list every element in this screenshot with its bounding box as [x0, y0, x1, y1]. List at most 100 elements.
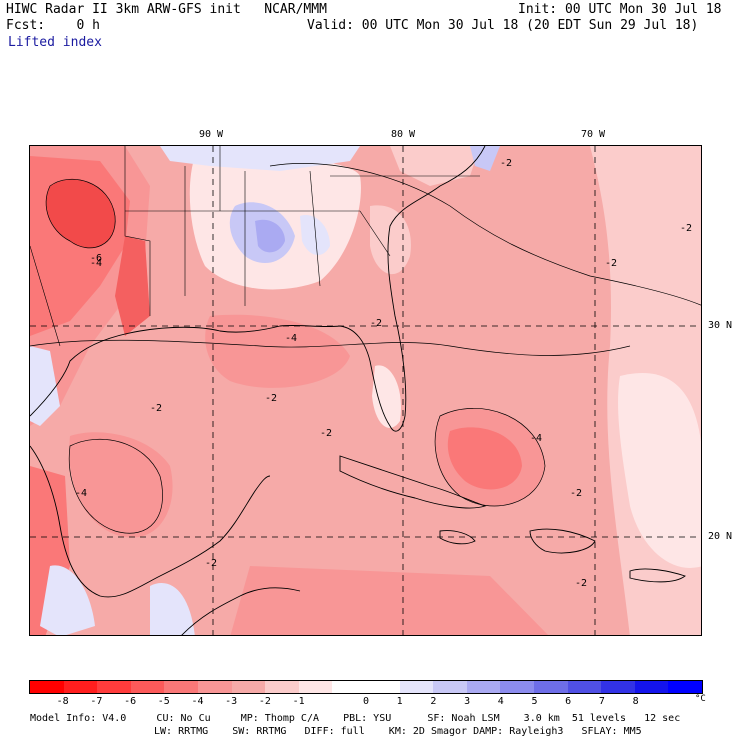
- lat-label-30n: 30 N: [708, 320, 733, 331]
- lon-label-70w: 70 W: [581, 129, 606, 140]
- field-region-tx-coast-blue: [30, 346, 60, 426]
- contour-label: -2: [265, 393, 277, 404]
- colorbar-cell: [601, 681, 635, 693]
- contour-label: -2: [320, 428, 332, 439]
- state-borders: [30, 146, 480, 347]
- map-canvas: -2 -2 -2 -2 -2 -2 -2 -2 -2 -2 -4 -4 -4 -…: [30, 146, 701, 635]
- colorbar-cell: [567, 681, 602, 693]
- field-region-florida: [372, 365, 401, 428]
- model-info-line1: Model Info: V4.0 CU: No Cu MP: Thomp C/A…: [30, 713, 681, 724]
- field-region-bahamas-strong: [447, 427, 522, 490]
- contour-labels: -2 -2 -2 -2 -2 -2 -2 -2 -2 -2 -4 -4 -4 -…: [75, 158, 692, 589]
- colorbar-tick-label: -5: [157, 696, 170, 707]
- colorbar-cell: [130, 681, 165, 693]
- field-region-texas-core: [46, 179, 116, 248]
- lifted-index-map: -2 -2 -2 -2 -2 -2 -2 -2 -2 -2 -4 -4 -4 -…: [29, 145, 702, 636]
- contour-label: -2: [150, 403, 162, 414]
- contour-label: -2: [575, 578, 587, 589]
- colorbar-tick-label: 5: [531, 696, 538, 707]
- contour-label: -2: [370, 318, 382, 329]
- field-region-chesapeake-blue: [470, 146, 500, 171]
- colorbar-cell: [164, 681, 198, 693]
- field-region-mexico: [69, 432, 173, 538]
- lon-label-80w: 80 W: [391, 129, 416, 140]
- colorbar-tick-label: 1: [396, 696, 403, 707]
- colorbar-tick-label: -3: [225, 696, 238, 707]
- contour-label-4: -4: [90, 258, 102, 269]
- colorbar-tick-label: -8: [56, 696, 69, 707]
- colorbar-tick-label: 2: [430, 696, 437, 707]
- colorbar-unit: °C: [695, 694, 706, 704]
- field-region-la-band: [115, 236, 150, 336]
- colorbar-cell: [433, 681, 467, 693]
- tx-la-border: [124, 146, 151, 316]
- field-region-alabama-core: [255, 219, 285, 253]
- lat-label-20n: 20 N: [708, 531, 733, 542]
- colorbar-tick-label: 7: [598, 696, 605, 707]
- colorbar-cell: [466, 681, 501, 693]
- colorbar-cell: [298, 681, 333, 693]
- field-region-tn-blue: [160, 146, 360, 171]
- colorbar-cell: [500, 681, 534, 693]
- al-ga-border: [309, 170, 321, 287]
- field-name: Lifted index: [8, 35, 102, 50]
- colorbar: [29, 680, 703, 694]
- colorbar-cell: [668, 681, 702, 693]
- contour-label-4: -4: [285, 333, 297, 344]
- colorbar-tick-label: -1: [292, 696, 305, 707]
- jamaica-outline: [439, 530, 476, 545]
- contour-texas: [45, 178, 116, 249]
- central-america-coast: [181, 587, 301, 635]
- colorbar-tick-label: 4: [497, 696, 504, 707]
- colorbar-cell: [231, 681, 266, 693]
- contour-label: -2: [205, 558, 217, 569]
- li-contours: [30, 163, 701, 534]
- sc-ga-border: [359, 210, 391, 257]
- colorbar-cell: [634, 681, 669, 693]
- colorbar-tick-label: 3: [464, 696, 471, 707]
- init-time: Init: 00 UTC Mon 30 Jul 18: [518, 2, 722, 17]
- cuba-outline: [339, 455, 487, 509]
- mexico-coastline: [30, 445, 271, 598]
- tx-mx-border: [30, 245, 61, 347]
- contour-label-4: -4: [530, 433, 542, 444]
- contour-bahamas: [434, 408, 546, 507]
- contour-label-4: -4: [75, 488, 87, 499]
- colorbar-tick-label: -7: [90, 696, 103, 707]
- colorbar-cell: [97, 681, 131, 693]
- field-region-guatemala-blue: [40, 565, 95, 635]
- contour-label: -2: [605, 258, 617, 269]
- colorbar-cell: [399, 681, 434, 693]
- contour-label: -2: [680, 223, 692, 234]
- field-region-gulf: [205, 314, 350, 388]
- colorbar-cell: [63, 681, 98, 693]
- field-region-atlantic-light: [618, 373, 701, 568]
- field-region-caribbean: [230, 566, 549, 635]
- contour-mexico: [68, 438, 163, 534]
- colorbar-tick-label: 6: [565, 696, 572, 707]
- model-info-line2: LW: RRTMG SW: RRTMG DIFF: full KM: 2D Sm…: [154, 726, 642, 737]
- contour-label: -2: [500, 158, 512, 169]
- puerto-rico-outline: [629, 568, 686, 583]
- colorbar-cell: [197, 681, 232, 693]
- contour-line-a: [269, 163, 701, 306]
- colorbar-cell: [533, 681, 568, 693]
- lat-lon-grid: [30, 146, 701, 635]
- gulf-coastline: [30, 146, 486, 432]
- contour-label-6: -6: [90, 253, 102, 264]
- colorbar-tick-label: 0: [362, 696, 370, 707]
- field-region-ga-blue: [300, 215, 330, 256]
- colorbar-cell: [365, 681, 400, 693]
- colorbar-tick-label: -6: [124, 696, 137, 707]
- colorbar-cell: [265, 681, 299, 693]
- colorbar-tick-label: 8: [632, 696, 639, 707]
- hispaniola-outline: [529, 528, 596, 554]
- field-region-georgia: [370, 205, 411, 275]
- field-region-honduras-blue: [150, 583, 195, 635]
- colorbar-cell: [30, 681, 64, 693]
- colorbar-cell: [332, 681, 366, 693]
- contour-label: -2: [570, 488, 582, 499]
- colorbar-tick-label: -4: [191, 696, 204, 707]
- coastlines: [30, 146, 686, 635]
- forecast-hour: Fcst: 0 h: [6, 18, 100, 33]
